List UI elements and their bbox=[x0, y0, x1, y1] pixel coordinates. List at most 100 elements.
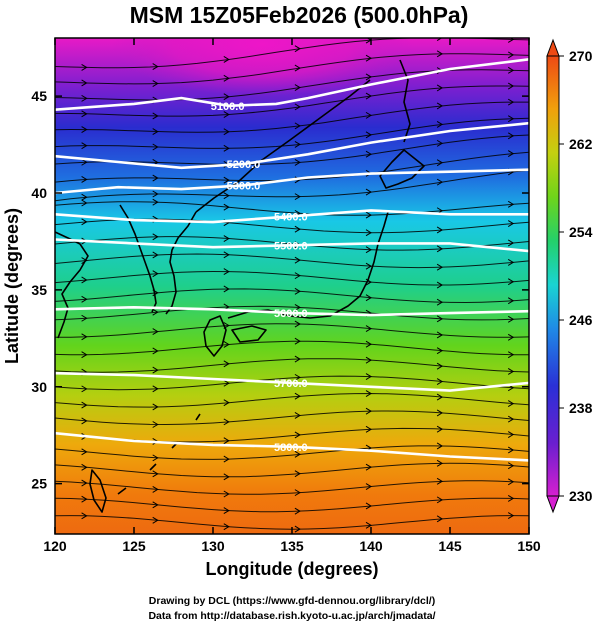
streamline-arrow bbox=[81, 448, 88, 456]
streamline-arrow bbox=[152, 308, 159, 316]
streamline-arrow bbox=[436, 315, 444, 323]
streamline-arrow bbox=[436, 298, 444, 306]
y-tick-label: 40 bbox=[31, 185, 47, 201]
coast-primorye bbox=[195, 79, 371, 213]
contour-label: 5700.0 bbox=[274, 378, 308, 390]
streamline-arrow bbox=[507, 220, 515, 227]
streamline-arrow bbox=[436, 477, 444, 485]
streamline-arrow bbox=[365, 188, 372, 196]
streamline-arrow bbox=[223, 192, 230, 200]
streamline-arrow bbox=[365, 131, 372, 139]
contour-label: 5300.0 bbox=[227, 180, 261, 192]
streamline-arrow bbox=[507, 239, 515, 247]
streamline bbox=[55, 323, 529, 338]
streamline-arrow bbox=[436, 281, 444, 289]
streamline-arrow bbox=[152, 128, 159, 135]
coast-kyushu bbox=[203, 315, 227, 357]
x-tick-label: 145 bbox=[438, 538, 462, 554]
streamline-arrow bbox=[152, 454, 159, 462]
coast-sakhalin bbox=[399, 59, 411, 143]
streamline-arrow bbox=[365, 229, 372, 237]
streamline-arrow bbox=[294, 373, 301, 381]
streamline-arrow bbox=[365, 211, 372, 219]
streamline-arrow bbox=[152, 80, 159, 87]
streamline-arrow bbox=[436, 226, 444, 234]
colorbar-over-triangle bbox=[546, 38, 560, 57]
streamline-arrow bbox=[81, 314, 88, 322]
streamline-arrow bbox=[365, 294, 372, 302]
streamline-arrow bbox=[436, 139, 444, 147]
streamline-arrow bbox=[436, 378, 444, 385]
colorbar-tick-label: 254 bbox=[569, 224, 593, 240]
streamline-arrow bbox=[294, 158, 301, 166]
streamline-arrow bbox=[294, 64, 301, 72]
streamline-arrow bbox=[223, 235, 230, 242]
streamline-arrow bbox=[436, 178, 444, 186]
streamline-arrow bbox=[223, 379, 230, 387]
contour-line bbox=[55, 209, 529, 224]
streamline-arrow bbox=[294, 355, 301, 363]
streamline-arrow bbox=[365, 111, 372, 119]
x-tick-label: 150 bbox=[517, 538, 541, 554]
streamline-arrow bbox=[223, 360, 230, 368]
streamline-arrow bbox=[365, 483, 372, 490]
streamline-arrow bbox=[507, 368, 515, 375]
contour-line bbox=[55, 238, 529, 253]
streamline-arrow bbox=[436, 263, 444, 271]
streamline-arrow bbox=[436, 442, 444, 450]
streamline-arrow bbox=[81, 333, 88, 341]
streamline-arrow bbox=[152, 485, 159, 493]
streamline-arrow bbox=[294, 287, 301, 295]
streamline-arrow bbox=[294, 489, 301, 497]
streamline-arrow bbox=[294, 320, 301, 328]
streamline-arrow bbox=[507, 66, 515, 74]
streamline-arrow bbox=[436, 84, 444, 92]
streamline-arrow bbox=[294, 525, 301, 533]
streamline-arrow bbox=[81, 295, 88, 303]
streamline-arrow bbox=[81, 512, 88, 520]
streamline-arrow bbox=[152, 470, 159, 478]
streamline-arrow bbox=[507, 431, 515, 438]
x-tick-label: 120 bbox=[43, 538, 67, 554]
streamline-arrow bbox=[507, 315, 515, 323]
streamline-arrow bbox=[507, 200, 515, 208]
streamline-arrow bbox=[81, 94, 88, 102]
streamline-arrow bbox=[152, 143, 159, 151]
streamline bbox=[55, 410, 529, 426]
streamline-arrow bbox=[152, 421, 159, 428]
streamline-arrow bbox=[152, 63, 159, 70]
streamline bbox=[55, 38, 529, 69]
credit-drawing: Drawing by DCL (https://www.gfd-dennou.o… bbox=[149, 595, 435, 607]
streamline-arrow bbox=[223, 93, 230, 101]
streamline-arrow bbox=[365, 356, 372, 364]
streamline-arrow bbox=[436, 245, 444, 253]
streamline-arrow bbox=[436, 496, 444, 504]
streamline-arrow bbox=[365, 92, 372, 100]
y-tick-label: 30 bbox=[31, 379, 47, 395]
streamline-arrow bbox=[436, 393, 444, 401]
streamline-arrow bbox=[436, 459, 444, 467]
streamline-arrow bbox=[507, 333, 515, 341]
y-axis-label: Latitude (degrees) bbox=[2, 208, 22, 364]
streamline-arrow bbox=[436, 515, 444, 523]
streamline-arrow bbox=[223, 251, 230, 259]
streamline-arrow bbox=[152, 233, 159, 241]
streamline-arrow bbox=[81, 495, 88, 503]
streamline-arrow bbox=[507, 478, 515, 486]
coast-korea bbox=[119, 204, 157, 313]
contour-line bbox=[55, 121, 529, 170]
streamline-arrow bbox=[294, 103, 301, 111]
contour-line bbox=[55, 305, 529, 317]
contour-line bbox=[55, 371, 529, 392]
streamline-arrow bbox=[81, 218, 88, 226]
coast-hokkaido bbox=[379, 149, 425, 189]
contour-label: 5400.0 bbox=[274, 211, 308, 223]
streamline-arrow bbox=[294, 337, 301, 345]
colorbar: 230 238 246 254 262 270 bbox=[546, 38, 593, 514]
contour-line bbox=[55, 168, 529, 195]
contour-label: 5200.0 bbox=[227, 159, 261, 171]
streamline-arrow bbox=[223, 56, 230, 63]
streamline-arrow bbox=[223, 437, 230, 445]
streamline-arrow bbox=[436, 50, 444, 58]
streamline-arrow bbox=[223, 523, 230, 531]
